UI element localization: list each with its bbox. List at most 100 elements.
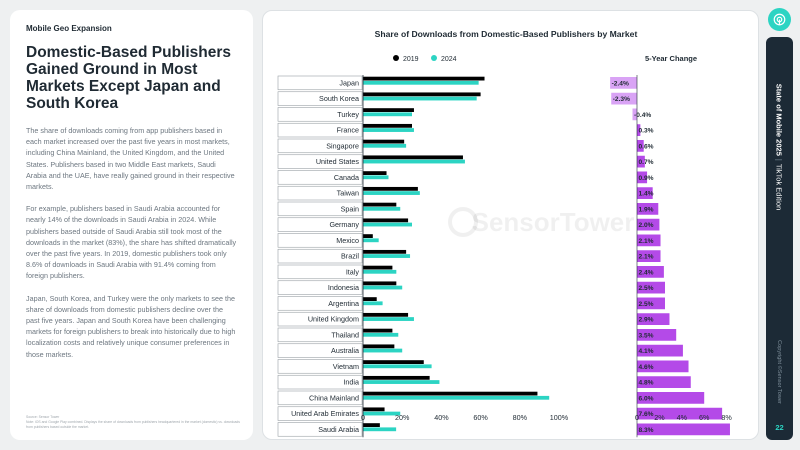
change-tick-label: 4% <box>677 413 688 422</box>
page-number: 22 <box>775 423 784 432</box>
bar-2024 <box>363 96 477 101</box>
section-label: Mobile Geo Expansion <box>26 24 112 33</box>
page-headline: Domestic-Based Publishers Gained Ground … <box>26 44 232 112</box>
bar-2024 <box>363 364 432 369</box>
bar-2019 <box>363 375 430 380</box>
side-rail: State of Mobile 2025|TikTok Edition Copy… <box>766 37 793 440</box>
change-value-label: 2.5% <box>639 285 654 292</box>
legend-label-2019: 2019 <box>403 56 419 63</box>
category-label: Taiwan <box>337 189 359 198</box>
category-label: Turkey <box>337 110 359 119</box>
change-value-label: 2.9% <box>639 317 654 324</box>
category-label: Singapore <box>326 141 359 150</box>
bar-2019 <box>363 407 385 412</box>
bar-2019 <box>363 171 387 175</box>
category-label: Spain <box>341 204 359 213</box>
method-note: Note: iOS and Google Play combined. Disp… <box>26 420 240 429</box>
x-tick-label: 60% <box>473 413 488 422</box>
change-bar <box>637 203 659 215</box>
category-label-box <box>277 233 363 248</box>
category-label-box <box>277 374 363 390</box>
bar-2019 <box>363 297 377 301</box>
change-bar <box>637 392 705 404</box>
bar-2019 <box>363 155 463 160</box>
bar-2019 <box>363 123 412 128</box>
category-label-box <box>277 422 363 437</box>
category-label: United Kingdom <box>308 315 359 324</box>
x-tick-label: 80% <box>513 413 528 422</box>
change-bar <box>637 266 664 278</box>
category-label-box <box>277 91 363 106</box>
bar-2024 <box>363 301 383 306</box>
body-paragraph-2: For example, publishers based in Saudi A… <box>26 204 237 281</box>
change-value-label: 2.0% <box>639 222 654 229</box>
bar-2024 <box>363 143 407 148</box>
chart-title: Share of Downloads from Domestic-Based P… <box>375 29 638 39</box>
category-label: Japan <box>339 78 359 87</box>
bar-2019 <box>363 186 418 191</box>
bar-2024 <box>363 395 550 400</box>
category-label: Saudi Arabia <box>318 425 359 434</box>
x-tick-label: 0 <box>361 413 365 422</box>
change-value-label: 4.6% <box>639 364 654 371</box>
change-value-label: 2.5% <box>639 301 654 308</box>
category-label: Germany <box>329 220 359 229</box>
change-bar <box>637 124 641 136</box>
category-label-box <box>277 296 363 311</box>
change-bar <box>611 92 637 105</box>
change-value-label: 1.4% <box>639 191 654 198</box>
category-label-box <box>277 280 363 295</box>
change-value-label: 2.4% <box>639 269 654 276</box>
change-bar <box>637 423 730 436</box>
bar-2019 <box>363 202 397 207</box>
bar-2024 <box>363 332 399 337</box>
category-label-box <box>277 217 363 232</box>
legend-label-2024: 2024 <box>441 56 457 63</box>
category-label-box <box>277 185 363 201</box>
bar-2019 <box>363 139 405 144</box>
footnote: Source: Sensor Tower Note: iOS and Googl… <box>26 415 241 430</box>
report-title: State of Mobile 2025|TikTok Edition <box>774 83 784 211</box>
bar-2024 <box>363 269 397 274</box>
bar-2024 <box>363 427 397 432</box>
change-value-label: 0.6% <box>639 143 654 150</box>
body-paragraph-1: The share of downloads coming from app p… <box>26 126 235 192</box>
change-bar <box>632 108 637 121</box>
category-label: India <box>343 378 359 387</box>
bar-2019 <box>363 423 380 427</box>
category-label-box <box>277 359 363 374</box>
category-label: Brazil <box>341 252 359 261</box>
category-label-box <box>277 343 363 358</box>
category-label-box <box>277 311 363 327</box>
bar-2019 <box>363 234 373 238</box>
watermark-logo-icon <box>448 207 478 237</box>
change-bar <box>610 77 637 89</box>
bar-2019 <box>363 360 424 364</box>
chart-panel: SensorTower Share of Downloads from Domes… <box>262 10 759 440</box>
change-value-label: 8.3% <box>639 427 654 434</box>
bar-2024 <box>363 254 411 258</box>
category-label: South Korea <box>319 94 359 103</box>
bar-2024 <box>363 238 379 243</box>
change-bar <box>637 187 653 199</box>
change-tick-label: 8% <box>721 413 732 422</box>
sensor-tower-logo-icon <box>768 8 791 31</box>
source-note: Source: Sensor Tower <box>26 415 60 419</box>
category-label: Thailand <box>331 330 359 339</box>
change-bar <box>637 407 723 420</box>
bar-2019 <box>363 218 409 223</box>
change-value-label: 0.9% <box>639 175 654 182</box>
bar-2024 <box>363 80 479 85</box>
category-label: Australia <box>331 346 359 355</box>
change-value-label: -2.4% <box>612 80 629 87</box>
category-label-box <box>277 154 363 169</box>
bar-2019 <box>363 391 538 396</box>
bar-2024 <box>363 128 414 132</box>
change-bar <box>637 344 683 357</box>
category-label-box <box>277 170 363 185</box>
bar-2019 <box>363 281 397 286</box>
category-label: China Mainland <box>309 393 359 402</box>
category-label: France <box>337 126 359 135</box>
bar-2019 <box>363 312 409 317</box>
category-label-box <box>277 248 363 264</box>
